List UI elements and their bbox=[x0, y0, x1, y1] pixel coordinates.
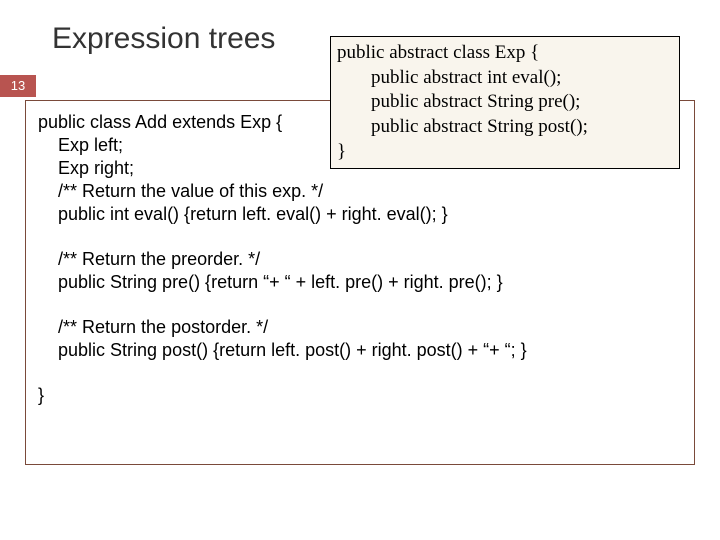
main-line-10: } bbox=[38, 384, 682, 407]
main-line-4: /** Return the value of this exp. */ bbox=[38, 180, 682, 203]
slide-title: Expression trees bbox=[52, 22, 275, 56]
overlay-line-4: public abstract String post(); bbox=[337, 115, 673, 140]
abstract-class-overlay: public abstract class Exp { public abstr… bbox=[330, 36, 680, 169]
main-line-9: public String post() {return left. post(… bbox=[38, 339, 682, 362]
overlay-line-3: public abstract String pre(); bbox=[337, 90, 673, 115]
main-line-8: /** Return the postorder. */ bbox=[38, 316, 682, 339]
overlay-line-5: } bbox=[337, 140, 673, 165]
overlay-line-1: public abstract class Exp { bbox=[337, 41, 673, 66]
main-line-7: public String pre() {return “+ “ + left.… bbox=[38, 271, 682, 294]
page-number-badge: 13 bbox=[0, 75, 36, 97]
main-line-6: /** Return the preorder. */ bbox=[38, 248, 682, 271]
main-line-5: public int eval() {return left. eval() +… bbox=[38, 203, 682, 226]
overlay-line-2: public abstract int eval(); bbox=[337, 66, 673, 91]
